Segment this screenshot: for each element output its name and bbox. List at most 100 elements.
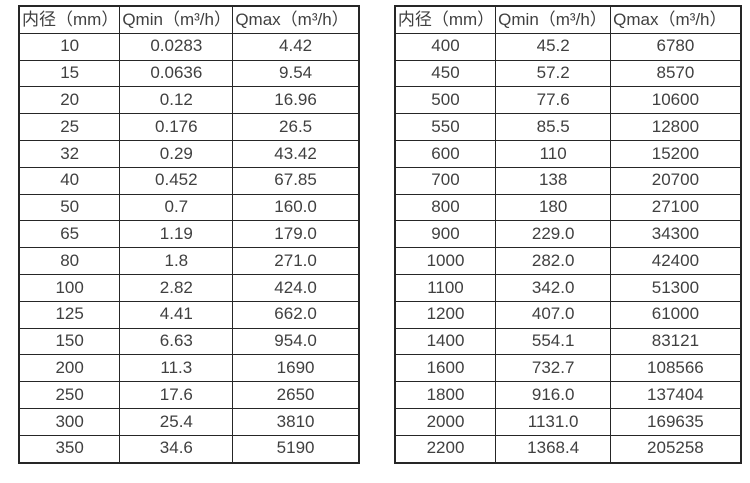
table-cell: 43.42 <box>232 139 360 168</box>
table-row: 200 11.3 1690 <box>18 354 360 383</box>
table-row: 800 180 27100 <box>394 193 742 222</box>
table-row: 2200 1368.4 205258 <box>394 434 742 464</box>
table-cell: 0.0636 <box>119 59 234 88</box>
table-row: 125 4.41 662.0 <box>18 300 360 329</box>
table-cell: 57.2 <box>495 59 612 88</box>
table-row: 65 1.19 179.0 <box>18 220 360 249</box>
table-cell: 25 <box>18 113 121 141</box>
table-row: 1600 732.7 108566 <box>394 354 742 383</box>
table-cell: 282.0 <box>495 247 612 275</box>
table-cell: 8570 <box>610 59 742 88</box>
table-cell: 1131.0 <box>495 407 612 436</box>
table-cell: 179.0 <box>232 220 360 249</box>
header-cell: 内径（mm） <box>18 5 121 34</box>
table-cell: 0.29 <box>119 139 234 168</box>
table-cell: 1400 <box>394 327 497 356</box>
table-row: 400 45.2 6780 <box>394 32 742 61</box>
table-cell: 25.4 <box>119 407 234 436</box>
table-row: 500 77.6 10600 <box>394 86 742 115</box>
table-cell: 137404 <box>610 381 742 409</box>
table-cell: 1800 <box>394 381 497 409</box>
table-cell: 2650 <box>232 381 360 409</box>
table-row: 100 2.82 424.0 <box>18 273 360 302</box>
table-cell: 40 <box>18 166 121 195</box>
table-cell: 160.0 <box>232 193 360 222</box>
table-cell: 4.42 <box>232 32 360 61</box>
table-cell: 916.0 <box>495 381 612 409</box>
table-cell: 16.96 <box>232 86 360 115</box>
table-row: 1200 407.0 61000 <box>394 300 742 329</box>
table-cell: 20 <box>18 86 121 115</box>
table-cell: 3810 <box>232 407 360 436</box>
table-cell: 169635 <box>610 407 742 436</box>
table-cell: 6780 <box>610 32 742 61</box>
table-cell: 17.6 <box>119 381 234 409</box>
table-cell: 1.8 <box>119 247 234 275</box>
table-cell: 1690 <box>232 354 360 383</box>
table-cell: 1.19 <box>119 220 234 249</box>
table-cell: 12800 <box>610 113 742 141</box>
table-cell: 500 <box>394 86 497 115</box>
table-cell: 600 <box>394 139 497 168</box>
table-cell: 407.0 <box>495 300 612 329</box>
table-cell: 34.6 <box>119 434 234 464</box>
header-cell: Qmin（m³/h） <box>119 5 234 34</box>
table-cell: 6.63 <box>119 327 234 356</box>
table-cell: 110 <box>495 139 612 168</box>
table-cell: 67.85 <box>232 166 360 195</box>
table-cell: 80 <box>18 247 121 275</box>
table-row: 2000 1131.0 169635 <box>394 407 742 436</box>
table-cell: 10 <box>18 32 121 61</box>
table-row: 550 85.5 12800 <box>394 113 742 141</box>
table-cell: 700 <box>394 166 497 195</box>
table-cell: 2200 <box>394 434 497 464</box>
table-cell: 229.0 <box>495 220 612 249</box>
table-cell: 450 <box>394 59 497 88</box>
table-cell: 0.452 <box>119 166 234 195</box>
table-row: 1100 342.0 51300 <box>394 273 742 302</box>
table-cell: 732.7 <box>495 354 612 383</box>
header-cell: Qmax（m³/h） <box>232 5 360 34</box>
table-cell: 9.54 <box>232 59 360 88</box>
table-cell: 1100 <box>394 273 497 302</box>
table-cell: 150 <box>18 327 121 356</box>
table-row: 1800 916.0 137404 <box>394 381 742 409</box>
table-cell: 2000 <box>394 407 497 436</box>
table-cell: 1600 <box>394 354 497 383</box>
table-row: 700 138 20700 <box>394 166 742 195</box>
table-cell: 0.176 <box>119 113 234 141</box>
table-row: 350 34.6 5190 <box>18 434 360 464</box>
table-cell: 77.6 <box>495 86 612 115</box>
table-row: 10 0.0283 4.42 <box>18 32 360 61</box>
table-row: 450 57.2 8570 <box>394 59 742 88</box>
table-cell: 20700 <box>610 166 742 195</box>
table-row: 32 0.29 43.42 <box>18 139 360 168</box>
table-row: 300 25.4 3810 <box>18 407 360 436</box>
table-cell: 554.1 <box>495 327 612 356</box>
table-row: 80 1.8 271.0 <box>18 247 360 275</box>
table-cell: 100 <box>18 273 121 302</box>
table-cell: 4.41 <box>119 300 234 329</box>
table-cell: 1200 <box>394 300 497 329</box>
header-cell: Qmax（m³/h） <box>610 5 742 34</box>
table-cell: 83121 <box>610 327 742 356</box>
table-cell: 2.82 <box>119 273 234 302</box>
table-cell: 108566 <box>610 354 742 383</box>
table-row: 150 6.63 954.0 <box>18 327 360 356</box>
flow-table-large-diameters: 内径（mm） Qmin（m³/h） Qmax（m³/h） 400 45.2 6780 45… <box>393 5 742 464</box>
table-row: 900 229.0 34300 <box>394 220 742 249</box>
table-cell: 954.0 <box>232 327 360 356</box>
table-cell: 1368.4 <box>495 434 612 464</box>
table-cell: 45.2 <box>495 32 612 61</box>
table-row: 50 0.7 160.0 <box>18 193 360 222</box>
flow-range-spec-page: 内径（mm） Qmin（m³/h） Qmax（m³/h） 10 0.0283 4.42 1… <box>18 5 742 464</box>
table-cell: 51300 <box>610 273 742 302</box>
table-cell: 10600 <box>610 86 742 115</box>
table-row: 600 110 15200 <box>394 139 742 168</box>
table-cell: 138 <box>495 166 612 195</box>
table-cell: 42400 <box>610 247 742 275</box>
table-cell: 0.7 <box>119 193 234 222</box>
table-cell: 550 <box>394 113 497 141</box>
table-cell: 662.0 <box>232 300 360 329</box>
header-cell: 内径（mm） <box>394 5 497 34</box>
